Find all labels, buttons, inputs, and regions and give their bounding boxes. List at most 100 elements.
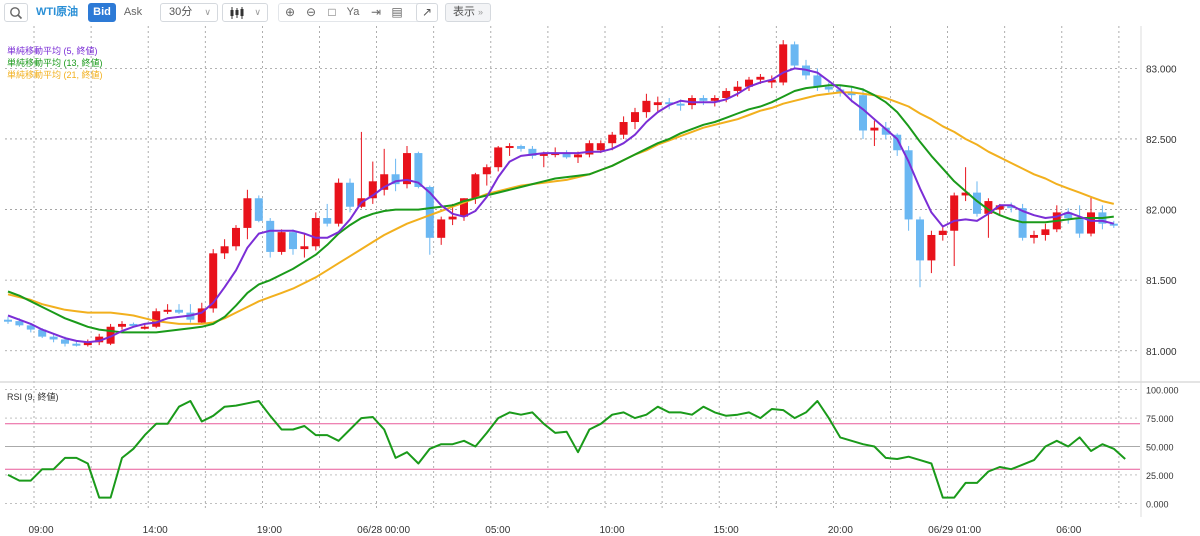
time-tick-label: 09:00 (28, 525, 53, 536)
candle-body (859, 95, 867, 131)
time-tick-label: 20:00 (828, 525, 853, 536)
toolbar: WTI原油 Bid Ask 30分 ∨ ∨ ⊕ ⊖ □ Ya ⇥ ▤ ↗ 表示 … (0, 0, 1200, 26)
candle-body (15, 321, 24, 326)
candle-body (984, 201, 993, 214)
fit-icon[interactable]: □ (328, 5, 336, 19)
candle-body (1041, 229, 1050, 235)
candle-body (277, 232, 286, 252)
chart-area[interactable]: 09:00 14:00 19:00 06/28 00:00 05:00 10:00 15:0… (0, 26, 1200, 536)
candle-body (391, 174, 400, 185)
display-button[interactable]: 表示 » (445, 3, 491, 22)
text-tool-icon[interactable]: Ya (346, 6, 360, 18)
candle-body (129, 323, 138, 326)
time-tick-label: 19:00 (257, 525, 282, 536)
chevron-down-icon: » (478, 7, 484, 17)
rsi-line-path (7, 400, 1126, 499)
candle-body (608, 134, 617, 144)
time-tick-label: 05:00 (485, 525, 510, 536)
candle-body (152, 311, 161, 327)
candle-body (494, 147, 503, 168)
rsi-legend-label: RSI (9, 終値) (7, 391, 59, 402)
price-tick-label: 82.000 (1146, 206, 1177, 217)
candle-body (163, 309, 172, 312)
candle-body (927, 234, 936, 261)
add-indicator-button[interactable]: ↗ (416, 3, 438, 22)
candle-body (539, 153, 548, 156)
candle-body (118, 323, 126, 327)
candle-body (1030, 234, 1038, 238)
candle-body (642, 100, 651, 113)
zoom-out-icon[interactable]: ⊖ (305, 5, 317, 19)
time-tick-label: 15:00 (714, 525, 739, 536)
time-tick-label: 06/29 01:00 (928, 525, 981, 536)
candle-body (95, 336, 104, 343)
candle-body (710, 98, 719, 101)
candle-body (745, 79, 753, 87)
legend-label: 単純移動平均 (5, 終値) (7, 45, 98, 56)
candle-body (140, 326, 149, 329)
price-tick-label: 83.000 (1146, 64, 1177, 75)
zoom-in-icon[interactable]: ⊕ (284, 5, 296, 19)
interval-select[interactable]: 30分 ∨ (160, 3, 218, 22)
candle-body (779, 44, 788, 83)
candle-body (631, 112, 639, 123)
candle-body (368, 181, 377, 199)
candle-body (26, 325, 35, 330)
candle-body (756, 76, 765, 80)
candle-body (881, 127, 890, 135)
candle-body (1087, 212, 1095, 234)
time-tick-label: 06:00 (1056, 525, 1081, 536)
rsi-tick-label: 50.000 (1146, 443, 1174, 453)
sma5-line (7, 67, 1115, 344)
rsi-tick-label: 0.000 (1146, 499, 1169, 509)
candle-body (1007, 205, 1016, 209)
candle-body (562, 153, 571, 158)
symbol-label[interactable]: WTI原油 (36, 6, 79, 18)
axes: 09:00 14:00 19:00 06/28 00:00 05:00 10:00 15:0… (0, 26, 1200, 536)
candle-body (311, 218, 320, 247)
candle-body (220, 246, 229, 254)
candle-body (334, 182, 343, 224)
candle-body (403, 153, 411, 185)
legend-main: 単純移動平均 (5, 終値)単純移動平均 (13, 終値)単純移動平均 (21,… (7, 45, 103, 80)
candle-body (767, 79, 776, 83)
sma-lines (7, 67, 1115, 344)
candle-body (676, 103, 685, 106)
rsi-tick-label: 25.000 (1146, 471, 1174, 481)
candle-body (836, 89, 845, 93)
candle-body (665, 102, 674, 105)
legend-label: 単純移動平均 (13, 終値) (7, 57, 103, 68)
candle-body (699, 98, 708, 101)
candle-body (870, 127, 879, 131)
display-label: 表示 (452, 6, 475, 18)
candle-body (722, 90, 731, 99)
grid (5, 26, 1140, 511)
candle-body (209, 253, 218, 309)
ask-button[interactable]: Ask (118, 3, 148, 22)
rsi-tick-label: 75.000 (1146, 414, 1174, 424)
document-icon[interactable]: ▤ (391, 5, 403, 19)
candle-body (300, 246, 309, 250)
sma21-line (7, 91, 1115, 325)
chart-type-select[interactable]: ∨ (222, 3, 268, 22)
candle-body (448, 216, 457, 220)
bid-button[interactable]: Bid (88, 3, 116, 22)
legend-rsi: RSI (9, 終値) (7, 391, 59, 402)
candle-body (437, 219, 446, 238)
price-tick-label: 81.000 (1146, 347, 1177, 358)
candle-body (289, 232, 297, 250)
time-tick-label: 06/28 00:00 (357, 525, 410, 536)
sma13-line (7, 84, 1114, 334)
add-indicator-icon: ↗ (421, 5, 433, 19)
chevron-down-icon: ∨ (204, 7, 211, 17)
candle-body (950, 195, 959, 231)
search-button[interactable] (4, 3, 28, 22)
candle-body (482, 167, 491, 175)
candles (4, 40, 1118, 347)
candle-body (83, 342, 92, 346)
candle-body (893, 134, 902, 151)
goto-latest-icon[interactable]: ⇥ (370, 5, 382, 19)
candle-body (904, 150, 913, 220)
candle-body (813, 75, 822, 87)
candle-body (232, 227, 240, 247)
